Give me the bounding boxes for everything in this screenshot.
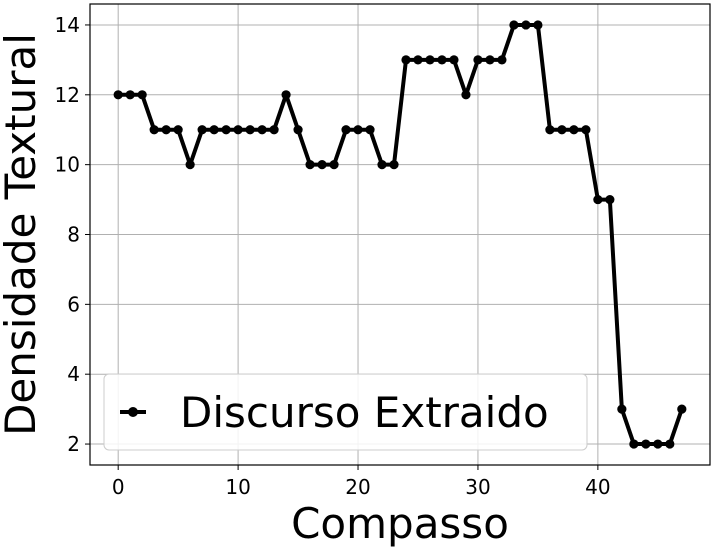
data-point (641, 439, 651, 449)
y-tick-label-1: 4 (67, 362, 80, 386)
x-tick-label-2: 20 (345, 475, 370, 499)
x-tick-label-0: 0 (112, 475, 125, 499)
data-point (125, 90, 135, 100)
data-point (581, 125, 591, 135)
data-point (329, 160, 339, 170)
legend: Discurso Extraido (103, 373, 588, 451)
y-tick-label-0: 2 (67, 432, 80, 456)
data-point (665, 439, 675, 449)
data-point (593, 194, 603, 205)
data-point (353, 125, 363, 135)
data-point (245, 125, 255, 135)
axis-ticks: 0 10 20 30 40 2 4 6 8 10 12 14 (55, 13, 611, 499)
data-point (341, 125, 351, 135)
x-tick-label-4: 40 (585, 475, 610, 499)
data-point (449, 55, 459, 65)
data-point (389, 160, 399, 170)
data-point (281, 90, 291, 100)
data-point (557, 125, 567, 135)
data-point (209, 125, 219, 135)
legend-label: Discurso Extraido (180, 388, 549, 437)
series-layer (113, 20, 687, 449)
x-axis-title: Compasso (291, 499, 509, 547)
data-point (629, 439, 639, 449)
legend-box (103, 373, 588, 451)
data-point (137, 90, 147, 100)
data-point (293, 125, 303, 135)
data-point (497, 55, 507, 65)
data-point (149, 125, 159, 135)
data-point (365, 125, 375, 135)
data-point (533, 20, 543, 30)
data-point (221, 125, 231, 135)
data-point (545, 125, 555, 135)
data-point (113, 90, 123, 100)
data-point (509, 20, 519, 30)
data-point (617, 404, 627, 414)
data-point (257, 125, 267, 135)
data-point (605, 194, 615, 205)
data-point (473, 55, 483, 65)
data-point (569, 125, 579, 135)
x-tick-label-1: 10 (225, 475, 250, 499)
y-tick-label-5: 12 (55, 83, 80, 107)
data-point (677, 404, 687, 414)
data-point (485, 55, 495, 65)
data-point (413, 55, 423, 65)
y-tick-label-6: 14 (55, 13, 80, 37)
y-tick-label-3: 8 (67, 223, 80, 247)
data-point (317, 160, 327, 170)
data-point (653, 439, 663, 449)
data-point (185, 160, 195, 170)
data-point (377, 160, 387, 170)
y-tick-label-4: 10 (55, 153, 80, 177)
data-point (197, 125, 207, 135)
data-point (305, 160, 315, 170)
y-axis-title: Densidade Textural (0, 33, 45, 436)
data-point (233, 125, 243, 135)
data-point (401, 55, 411, 65)
data-point (461, 90, 471, 100)
data-point (173, 125, 183, 135)
data-point (437, 55, 447, 65)
x-tick-label-3: 30 (465, 475, 490, 499)
data-point (521, 20, 531, 30)
y-tick-label-2: 6 (67, 292, 80, 316)
data-point (161, 125, 171, 135)
data-point (269, 125, 279, 135)
data-point (425, 55, 435, 65)
legend-marker-swatch (128, 407, 138, 417)
